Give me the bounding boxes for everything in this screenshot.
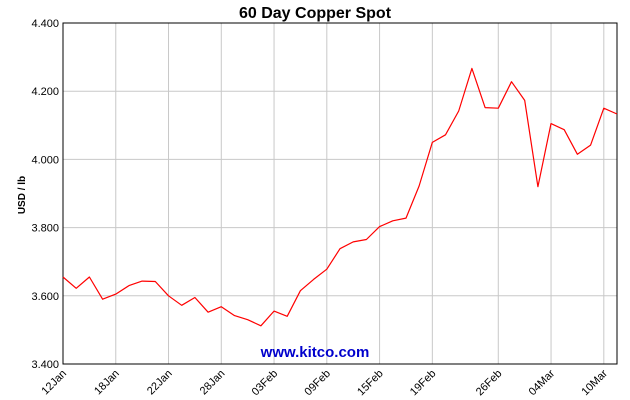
y-tick-label: 4.000 [31,154,59,166]
y-tick-label: 4.200 [31,86,59,98]
copper-price-line [62,67,618,327]
y-tick-label: 3.800 [31,223,59,235]
kitco-watermark: www.kitco.com [260,344,370,361]
y-tick-labels: 3.400 3.600 3.800 4.000 4.200 4.400 [31,18,59,371]
plot-area-frame [62,22,618,365]
y-tick-label: 4.400 [31,18,59,30]
chart-title: 60 Day Copper Spot [239,5,392,22]
y-tick-label: 3.400 [31,359,59,371]
y-axis-label: USD / lb [17,176,28,214]
y-tick-label: 3.600 [31,291,59,303]
